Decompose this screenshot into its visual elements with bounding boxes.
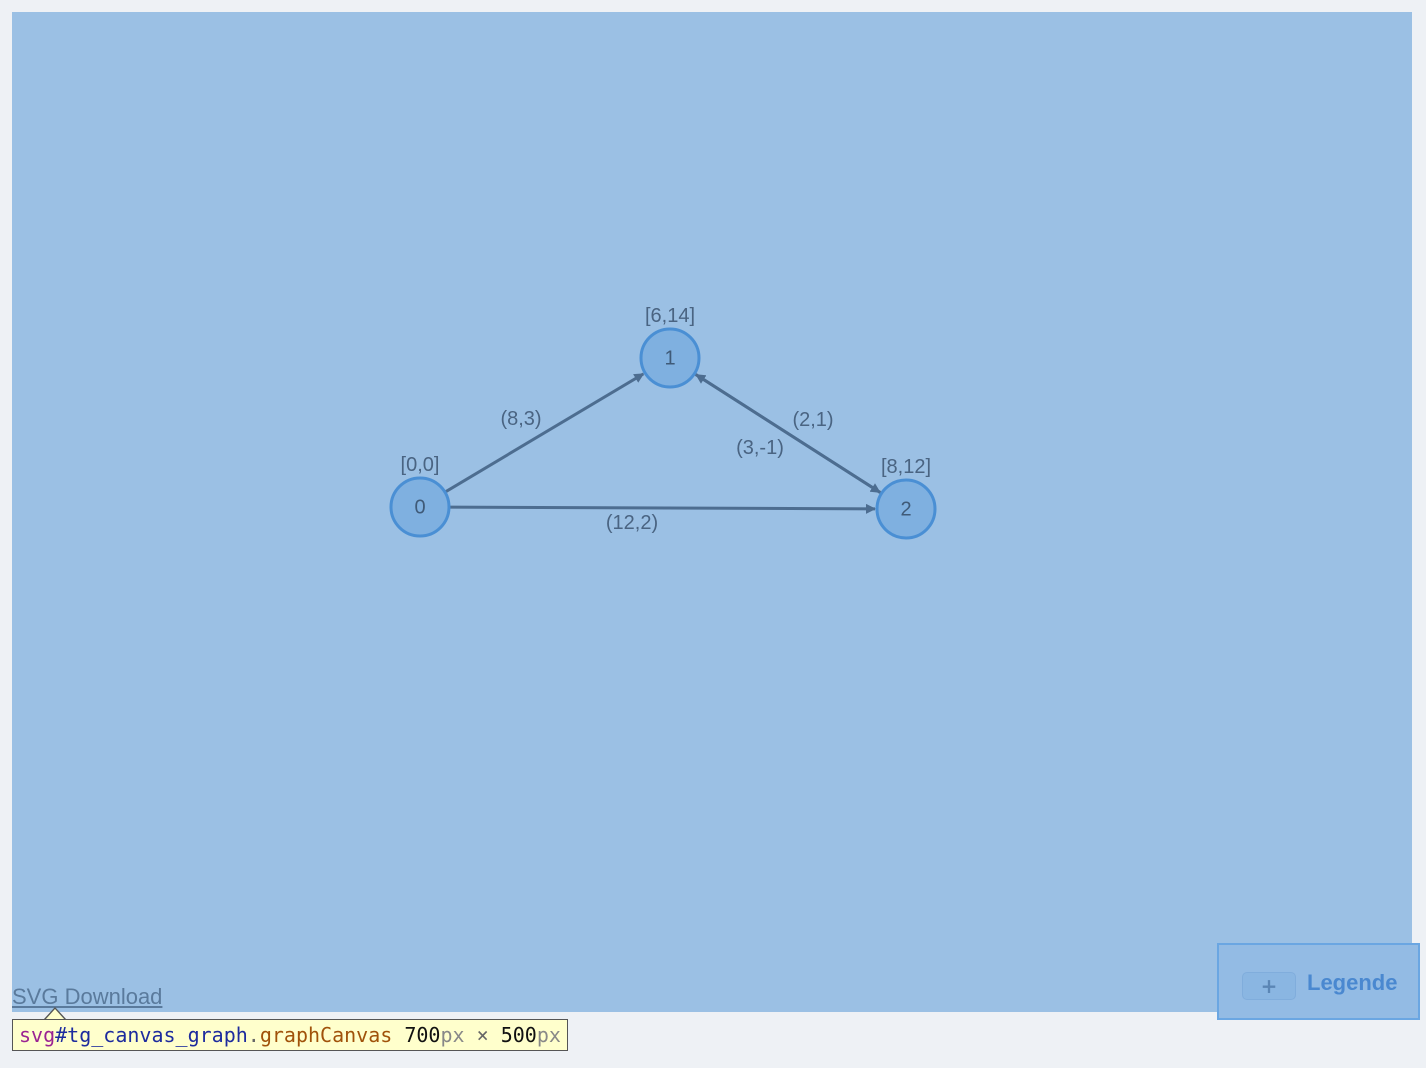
edge-0-1[interactable] (444, 372, 645, 494)
edge-0-2[interactable] (448, 503, 877, 514)
node-label: 2 (900, 498, 911, 520)
node-label: 0 (414, 496, 425, 518)
node-2[interactable]: 2 [8,12] (875, 456, 937, 540)
legend-panel[interactable]: + Legende (1217, 943, 1420, 1020)
edge-label-0-2: (12,2) (606, 512, 658, 534)
inspector-height-unit: px (536, 1023, 561, 1047)
node-label: 1 (664, 347, 675, 369)
edges-layer: (8,3) (12,2) (2,1) (3,-1) (444, 372, 883, 534)
graph-canvas[interactable]: (8,3) (12,2) (2,1) (3,-1) 0 [0,0] 1 [6,14] 2 [8,… (12, 12, 1420, 1020)
nodes-layer: 0 [0,0] 1 [6,14] 2 [8,12] (389, 305, 937, 540)
node-circle[interactable] (639, 327, 701, 389)
edge-2-1[interactable] (695, 373, 883, 495)
inspector-tag: svg (19, 1023, 56, 1047)
node-annotation: [6,14] (645, 305, 695, 327)
inspector-id: #tg_canvas_graph (55, 1023, 248, 1047)
inspector-dot: . (247, 1023, 260, 1047)
edge-label-0-1: (8,3) (500, 408, 541, 430)
svg-download-link[interactable]: SVG Download (12, 984, 163, 1009)
inspector-class: graphCanvas (259, 1023, 393, 1047)
edge-label-1-2: (2,1) (792, 409, 833, 431)
node-0[interactable]: 0 [0,0] (389, 454, 451, 538)
graph-svg[interactable]: (8,3) (12,2) (2,1) (3,-1) 0 [0,0] 1 [6,14] 2 [8,… (12, 12, 1412, 1012)
legend-title[interactable]: Legende (1307, 970, 1398, 995)
inspector-width-unit: px (440, 1023, 465, 1047)
element-inspector-tooltip: svg#tg_canvas_graph.graphCanvas 700px × … (12, 1019, 568, 1051)
node-circle[interactable] (389, 476, 451, 538)
inspector-times: × (476, 1023, 489, 1047)
edge-label-2-1: (3,-1) (736, 437, 784, 459)
inspector-width: 700 (404, 1023, 441, 1047)
inspector-height: 500 (500, 1023, 537, 1047)
legend-expand-button[interactable]: + (1242, 972, 1296, 1000)
node-1[interactable]: 1 [6,14] (639, 305, 701, 389)
node-circle[interactable] (875, 478, 937, 540)
inspector-tooltip-arrow-fill (45, 1009, 65, 1020)
node-annotation: [0,0] (401, 454, 440, 476)
node-annotation: [8,12] (881, 456, 931, 478)
